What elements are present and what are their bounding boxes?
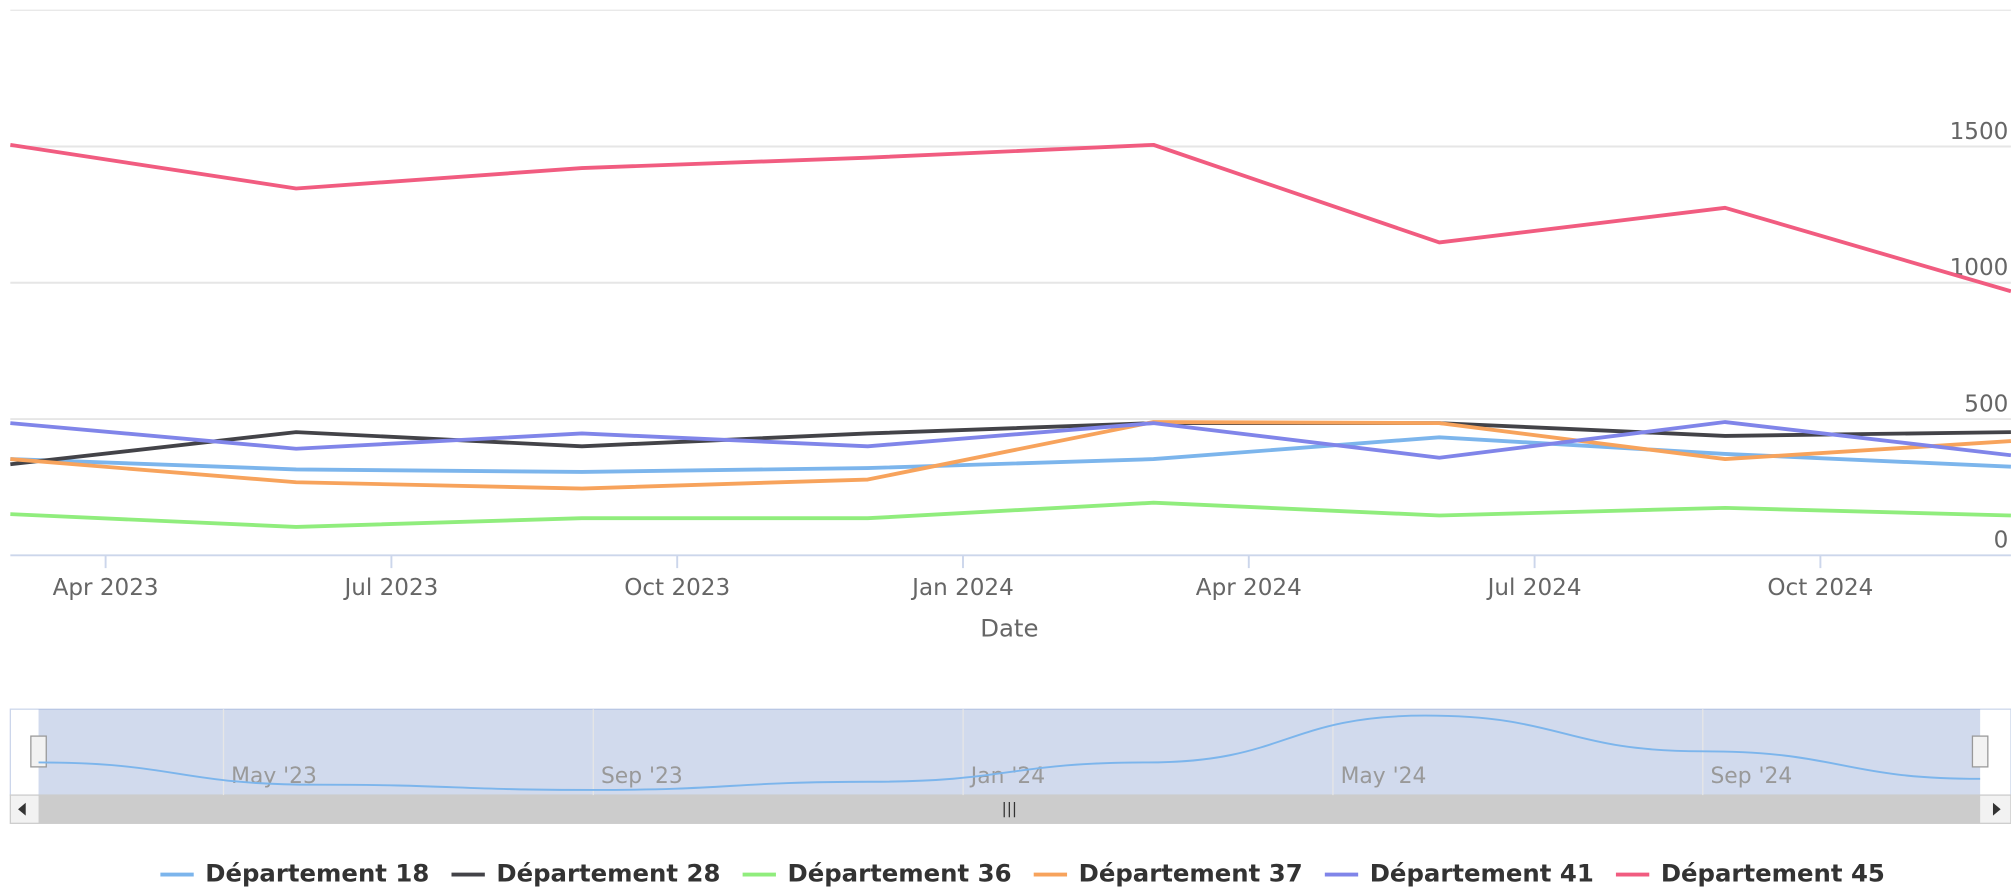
- x-tick-label: Apr 2024: [1196, 575, 1302, 601]
- legend-label[interactable]: Département 45: [1661, 859, 1885, 888]
- legend-label[interactable]: Département 36: [787, 859, 1011, 888]
- series-line: [10, 421, 2011, 467]
- series-line: [10, 500, 2011, 529]
- y-tick-label: 1500: [1950, 119, 2009, 145]
- series-line: [10, 142, 2011, 294]
- navigator-series: [38, 714, 1981, 791]
- x-tick-label: Oct 2023: [624, 575, 730, 601]
- series-line: [10, 420, 2011, 491]
- legend-label[interactable]: Département 37: [1079, 859, 1303, 888]
- x-tick-label: Jul 2023: [342, 575, 438, 601]
- y-tick-label: 0: [1994, 528, 2009, 554]
- navigator-tick-label: Sep '23: [601, 764, 683, 789]
- scroll-left[interactable]: [18, 802, 26, 816]
- navigator-selection[interactable]: [38, 709, 1981, 796]
- legend-label[interactable]: Département 18: [205, 859, 429, 888]
- series-line: [10, 435, 2011, 474]
- legend-label[interactable]: Département 41: [1370, 859, 1594, 888]
- series-line: [10, 420, 2011, 460]
- navigator-tick-label: May '24: [1341, 764, 1427, 789]
- y-tick-label: 500: [1964, 391, 2008, 417]
- scroll-right[interactable]: [1992, 802, 2001, 816]
- x-tick-label: Jul 2024: [1486, 575, 1582, 601]
- navigator-handle[interactable]: [1971, 735, 1989, 768]
- scrollbar-grip: |||: [1002, 800, 1018, 818]
- legend-label[interactable]: Département 28: [496, 859, 720, 888]
- navigator-frame: [9, 708, 2011, 796]
- x-tick-label: Apr 2023: [53, 575, 159, 601]
- navigator-tick-label: Sep '24: [1710, 764, 1792, 789]
- scrollbar-thumb[interactable]: [38, 795, 1981, 824]
- x-tick-label: Oct 2024: [1767, 575, 1873, 601]
- navigator-handle[interactable]: [30, 735, 47, 768]
- x-tick-label: Jan 2024: [910, 575, 1014, 601]
- x-axis-title: Date: [980, 614, 1038, 643]
